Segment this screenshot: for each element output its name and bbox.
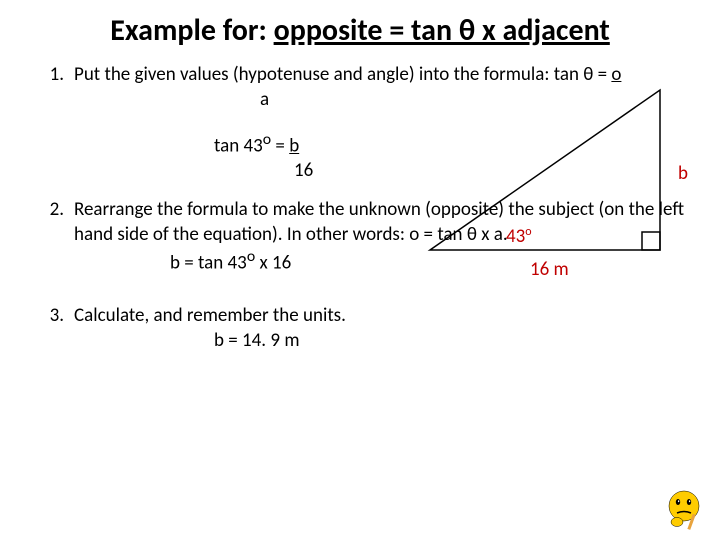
side-b-label: b — [678, 162, 688, 185]
slide-title: Example for: opposite = tan θ x adjacent — [30, 12, 690, 49]
title-pre: Example for: — [110, 12, 273, 49]
right-angle-marker — [642, 232, 660, 250]
base-label: 16 m — [530, 258, 569, 281]
step-3: 3. Calculate, and remember the units. b … — [30, 304, 690, 353]
triangle-shape — [430, 90, 660, 250]
step-3-result: b = 14. 9 m — [214, 329, 690, 354]
step-3-number: 3. — [30, 304, 74, 353]
title-underline: opposite = tan θ x adjacent — [274, 12, 610, 49]
thinking-emoji-icon — [662, 486, 706, 530]
step-3-content: Calculate, and remember the units. b = 1… — [74, 304, 690, 353]
step-1-number: 1. — [30, 63, 74, 184]
angle-label: 43o — [506, 225, 532, 248]
step-3-text: Calculate, and remember the units. — [74, 304, 346, 327]
step-2-number: 2. — [30, 198, 74, 276]
triangle-diagram: 43o 16 m b — [400, 75, 700, 275]
